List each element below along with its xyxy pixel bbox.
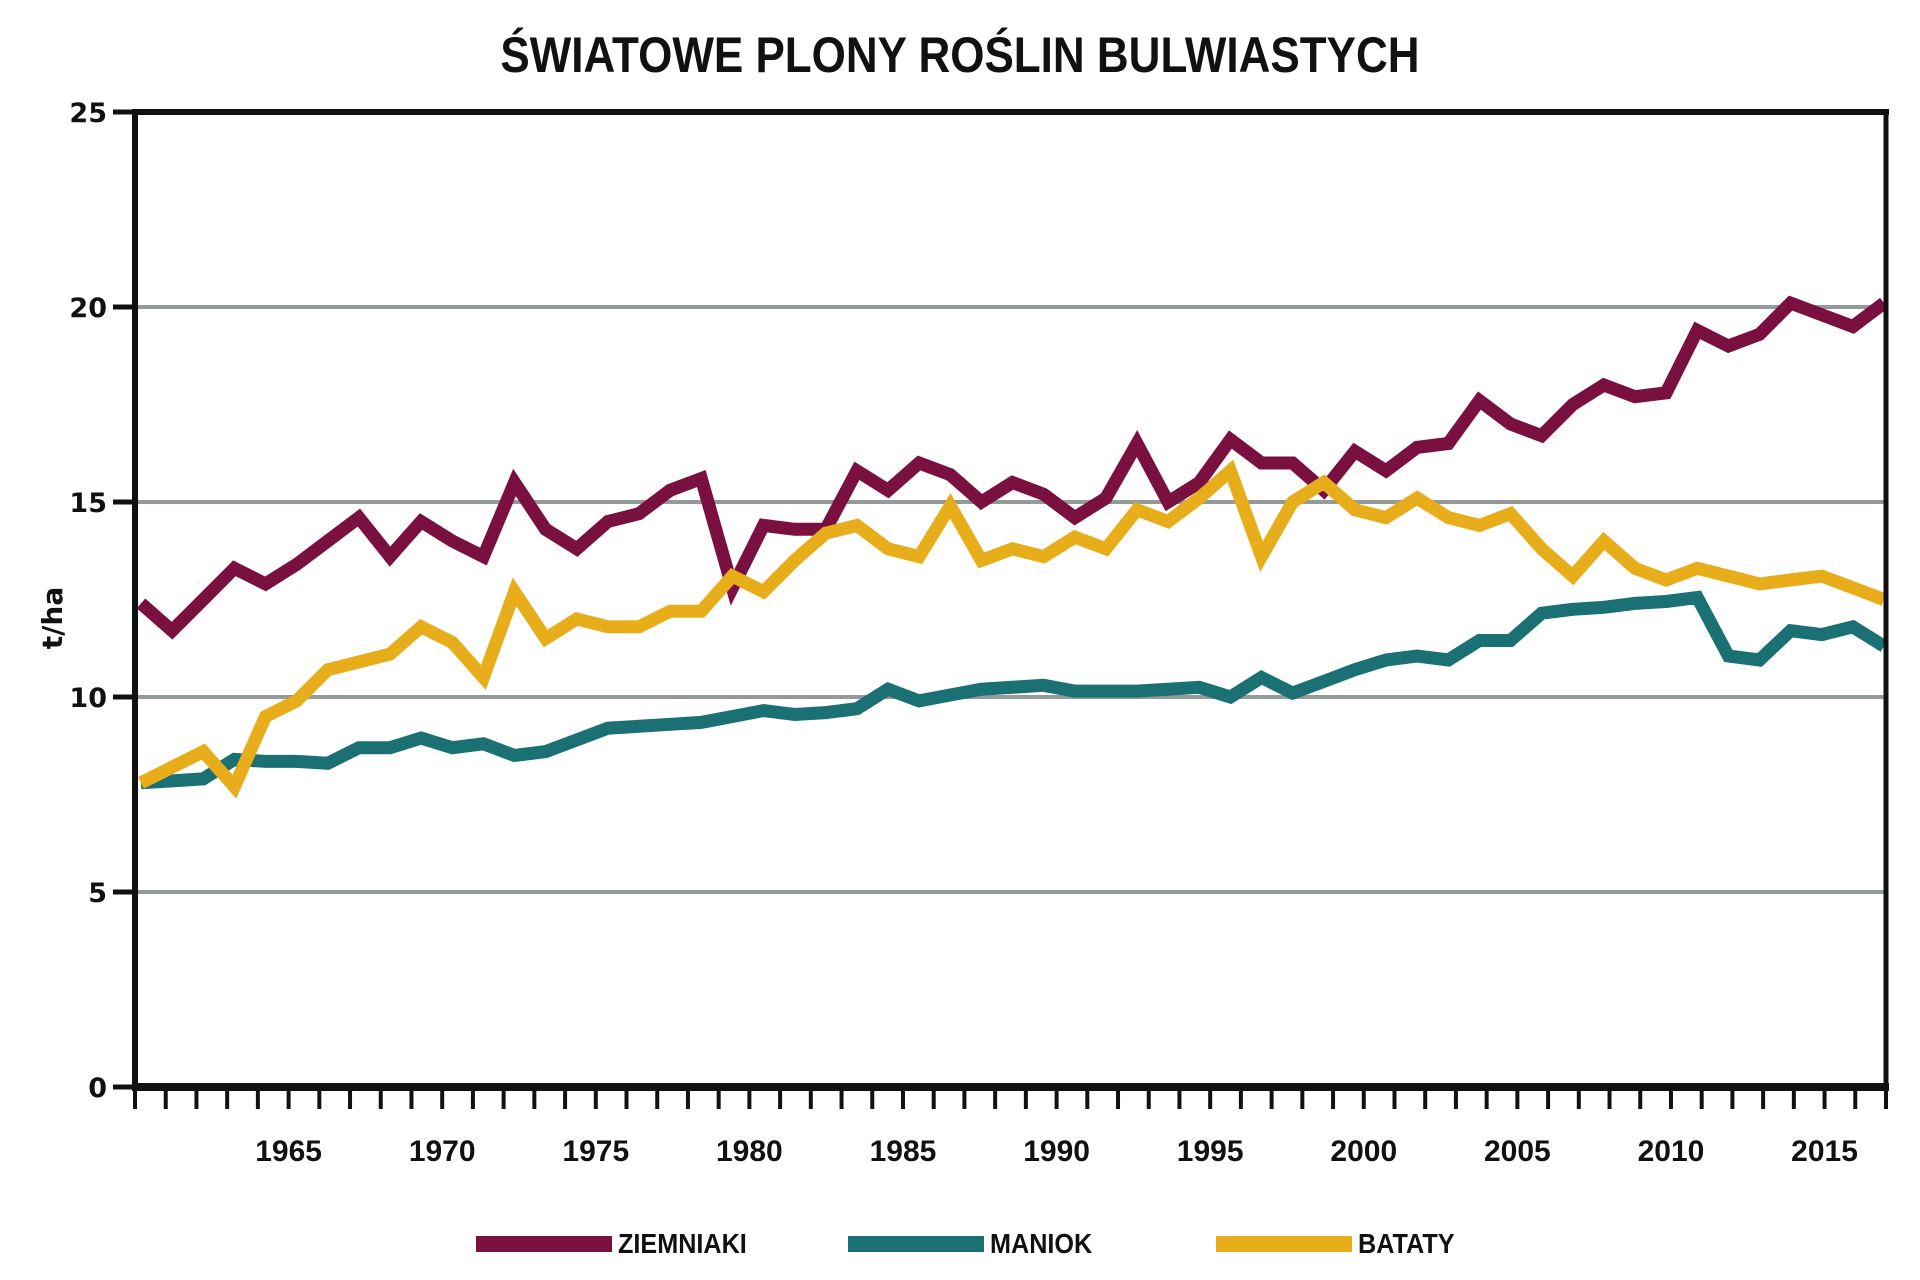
- gridlines: [135, 305, 1886, 894]
- x-tick-label: 1965: [255, 1135, 322, 1168]
- legend-label: BATATY: [1358, 1228, 1455, 1259]
- legend-label: ZIEMNIAKI: [618, 1228, 747, 1259]
- legend-item-ziemniaki: ZIEMNIAKI: [476, 1226, 761, 1262]
- series-line-bataty: [138, 459, 1887, 799]
- x-tick-label: 2015: [1791, 1135, 1858, 1168]
- legend-swatch-ziemniaki: [476, 1236, 612, 1252]
- legend-item-bataty: BATATY: [1216, 1226, 1465, 1262]
- x-tick-label: 1985: [870, 1135, 937, 1168]
- x-tick-label: 1970: [409, 1135, 476, 1168]
- y-tick-label: 20: [69, 293, 107, 324]
- series-line-maniok: [140, 590, 1888, 790]
- legend-item-maniok: MANIOK: [848, 1226, 1104, 1262]
- legend-swatch-bataty: [1216, 1236, 1352, 1252]
- x-tick-label: 2000: [1330, 1135, 1397, 1168]
- y-tick-label: 5: [88, 878, 107, 909]
- chart-title: ŚWIATOWE PLONY ROŚLIN BULWIASTYCH: [500, 27, 1420, 83]
- x-tick-label: 2005: [1484, 1135, 1551, 1168]
- x-tick-label: 1975: [562, 1135, 629, 1168]
- y-axis-ticks: 0 5 10 15 20 25: [69, 98, 135, 1104]
- x-tick-label: 1980: [716, 1135, 783, 1168]
- x-tick-label: 2010: [1638, 1135, 1705, 1168]
- legend-label: MANIOK: [990, 1228, 1093, 1259]
- y-tick-label: 10: [69, 683, 107, 714]
- legend: ZIEMNIAKI MANIOK BATATY: [0, 1226, 1920, 1262]
- x-axis-ticks: 1965 1970 1975 1980 1985 1990 1995 2000 2005 2010…: [133, 1087, 1888, 1168]
- series-lines: [136, 295, 1888, 799]
- x-tick-label: 1995: [1177, 1135, 1244, 1168]
- y-axis-label: t/ha: [36, 587, 69, 649]
- y-tick-label: 25: [69, 98, 107, 129]
- axes: [132, 109, 1889, 1091]
- legend-swatch-maniok: [848, 1236, 984, 1252]
- y-tick-label: 15: [69, 488, 107, 519]
- series-line-ziemniaki: [136, 295, 1888, 640]
- x-tick-label: 1990: [1023, 1135, 1090, 1168]
- y-tick-label: 0: [88, 1073, 107, 1104]
